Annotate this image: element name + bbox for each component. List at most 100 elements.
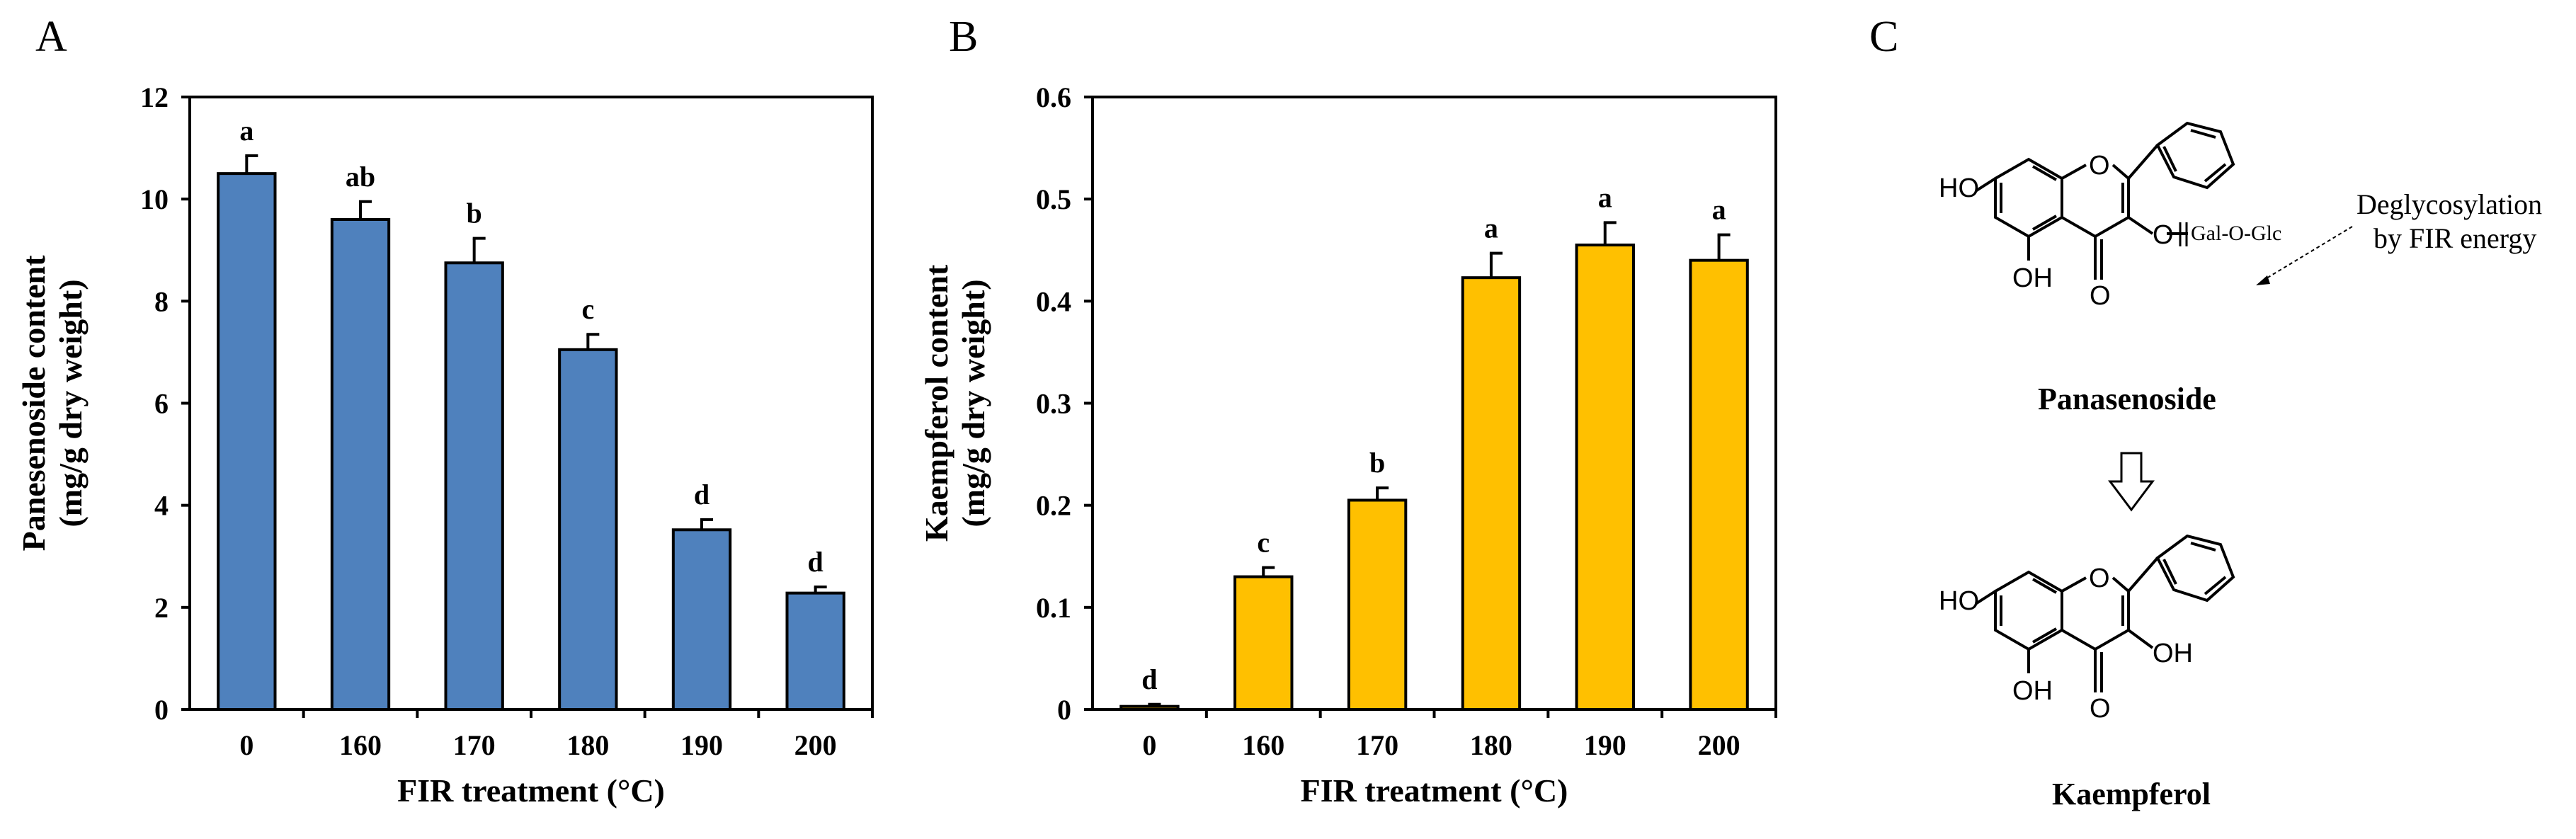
x-tick-label: 170 xyxy=(453,729,496,761)
panel-a: A 0 2 4 6 8 10 12 a 0 ab 160 b 170 c 180 d 190 d 200 FIR tr… xyxy=(16,13,874,809)
significance-label: d xyxy=(1141,663,1157,695)
y-tick-label: 0.2 xyxy=(1036,490,1071,522)
kaempferol-phenyl-double-bond xyxy=(2204,576,2227,595)
y-tick-label: 4 xyxy=(154,490,169,522)
kaempferol-ring-a xyxy=(1994,570,2063,651)
sugar-label: Gal-O-Glc xyxy=(2191,222,2281,245)
panasenoside-ring-o-label: O xyxy=(2089,151,2110,181)
panasenoside-atom-labels: HO O OH O O Gal-O-Glc xyxy=(1939,151,2281,311)
x-axis-title: FIR treatment (°C) xyxy=(397,772,665,809)
x-axis-title: FIR treatment (°C) xyxy=(1301,772,1568,809)
panasenoside-ho-bond xyxy=(1974,177,1997,193)
x-tick-label: 160 xyxy=(339,729,382,761)
kaempferol-ring-a-double-bond xyxy=(2032,578,2057,594)
y-tick-label: 12 xyxy=(140,81,169,113)
kaempferol-ring-o-label: O xyxy=(2089,564,2110,593)
panasenoside-structure xyxy=(1974,121,2235,280)
bar xyxy=(1233,575,1294,711)
panasenoside-ring-a-double-bond xyxy=(2032,215,2057,231)
bar xyxy=(217,172,277,711)
kaempferol-ring-c-bond xyxy=(2061,576,2087,593)
y-tick-label: 0 xyxy=(154,694,169,726)
bar xyxy=(558,348,618,711)
panasenoside-carbonyl-o-label: O xyxy=(2090,281,2111,311)
y-tick-label: 0.4 xyxy=(1036,285,1071,317)
y-tick-label: 0.3 xyxy=(1036,388,1071,420)
panasenoside-ho-label: HO xyxy=(1939,173,1979,203)
y-axis-title-line-2: (mg/g dry weight) xyxy=(955,279,991,527)
significance-label: a xyxy=(1598,181,1612,213)
bar xyxy=(1347,498,1408,711)
y-axis-title-line-1: Kaempferol content xyxy=(918,264,954,542)
x-tick-label: 200 xyxy=(1698,729,1740,761)
kaempferol-ho-label: HO xyxy=(1939,586,1979,616)
compound-name-kaempferol: Kaempferol xyxy=(2052,777,2211,811)
significance-label: c xyxy=(581,293,594,325)
y-tick-label: 2 xyxy=(154,592,169,624)
y-tick-label: 8 xyxy=(154,285,169,317)
kaempferol-ho-bond xyxy=(1974,590,1997,605)
panasenoside-ring-a xyxy=(1994,157,2063,239)
panel-c: C HO xyxy=(1869,13,2542,811)
y-tick-label: 0.5 xyxy=(1036,183,1071,215)
annotation-pointer xyxy=(2262,226,2353,281)
kaempferol-oh3-label: OH xyxy=(2153,639,2193,668)
panasenoside-glycoside-bond xyxy=(2127,216,2154,235)
kaempferol-phenyl-double-bond xyxy=(2162,559,2177,585)
bar xyxy=(444,261,504,712)
conversion-arrow xyxy=(2108,452,2155,512)
y-tick-label: 6 xyxy=(154,388,169,420)
panel-letter-b: B xyxy=(949,13,978,61)
y-tick-label: 0.1 xyxy=(1036,592,1071,624)
bar xyxy=(671,528,732,711)
chart-b: 0 0.1 0.2 0.3 0.4 0.5 0.6 d 0 c 160 b 170 a 180 a 190 a 20… xyxy=(918,81,1777,809)
x-tick-label: 170 xyxy=(1356,729,1398,761)
panasenoside-oh-label: OH xyxy=(2012,263,2053,293)
significance-label: d xyxy=(694,479,709,510)
bar xyxy=(1689,258,1749,711)
kaempferol-carbonyl-o-label: O xyxy=(2090,694,2111,724)
x-tick-label: 160 xyxy=(1242,729,1284,761)
kaempferol-ring-a-double-bond xyxy=(2032,627,2057,644)
significance-label: c xyxy=(1257,527,1270,559)
y-tick-label: 0.6 xyxy=(1036,81,1071,113)
bar xyxy=(785,591,845,712)
panasenoside-phenyl-double-bond xyxy=(2204,163,2227,183)
significance-label: b xyxy=(467,198,482,229)
significance-label: a xyxy=(1712,194,1726,226)
annotation-line-1: Deglycosylation xyxy=(2356,188,2542,220)
x-tick-label: 0 xyxy=(1142,729,1156,761)
y-tick-label: 0 xyxy=(1057,694,1071,726)
x-tick-label: 0 xyxy=(239,729,253,761)
kaempferol-oh-label: OH xyxy=(2012,676,2053,706)
x-tick-label: 190 xyxy=(1584,729,1626,761)
kaempferol-phenyl-bond xyxy=(2127,557,2159,593)
x-tick-label: 180 xyxy=(566,729,609,761)
panasenoside-phenyl-double-bond xyxy=(2162,146,2177,172)
plot-frame xyxy=(1091,96,1777,711)
significance-label: b xyxy=(1369,447,1385,479)
bar xyxy=(330,218,391,711)
panel-letter-a: A xyxy=(35,13,67,61)
annotation-arrowhead xyxy=(2256,275,2270,285)
panasenoside-ring-c-bond xyxy=(2061,164,2087,180)
x-tick-label: 180 xyxy=(1470,729,1512,761)
x-tick-label: 200 xyxy=(794,729,837,761)
kaempferol-oh3-bond xyxy=(2127,629,2154,649)
panasenoside-phenyl-ring xyxy=(2155,121,2235,190)
significance-label: ab xyxy=(346,161,375,193)
y-tick-label: 10 xyxy=(140,183,169,215)
significance-label: a xyxy=(239,115,253,147)
panel-letter-c: C xyxy=(1869,13,1898,61)
kaempferol-phenyl-ring xyxy=(2155,534,2235,603)
y-axis-title-line-1: Panesenoside content xyxy=(16,255,52,552)
annotation-line-2: by FIR energy xyxy=(2373,222,2536,254)
bar xyxy=(1119,704,1180,711)
significance-label: a xyxy=(1484,212,1498,244)
panasenoside-ring-a-double-bond xyxy=(2032,165,2057,181)
kaempferol-phenyl-double-bond xyxy=(2190,542,2216,552)
panel-b: B 0 0.1 0.2 0.3 0.4 0.5 0.6 d 0 c 160 b 170 a 180 a 190 a… xyxy=(918,13,1777,809)
panasenoside-phenyl-double-bond xyxy=(2190,129,2216,139)
bar xyxy=(1461,276,1522,711)
